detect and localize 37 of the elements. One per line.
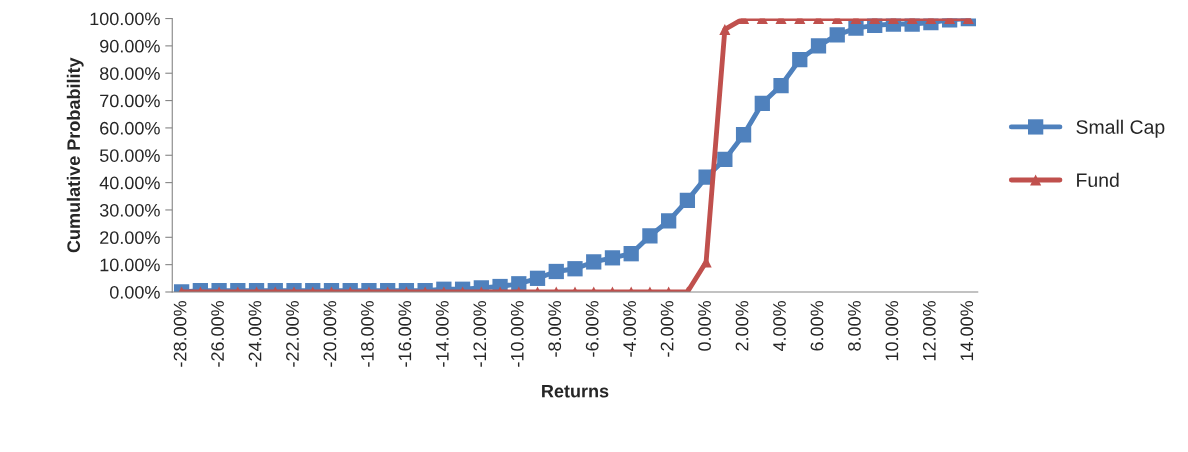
y-tick-label: 60.00% (100, 121, 160, 135)
x-tick-label: -20.00% (323, 300, 337, 367)
x-tick-label: 8.00% (848, 300, 861, 351)
y-tick-label: 80.00% (100, 67, 160, 80)
y-tick-label: 10.00% (100, 258, 160, 272)
y-tick-label: 30.00% (99, 203, 160, 217)
y-tick-label: 90.00% (100, 39, 160, 53)
x-tick-label: 14.00% (960, 300, 974, 361)
x-tick-label: -16.00% (398, 300, 412, 367)
legend-label: Small Cap (1076, 119, 1165, 138)
x-axis-title: Returns (542, 384, 609, 398)
x-tick-label: 6.00% (810, 300, 824, 351)
legend-label: Fund (1077, 172, 1119, 188)
x-tick-label: -4.00% (623, 300, 637, 357)
y-tick-label: 50.00% (99, 149, 160, 162)
x-tick-label: -8.00% (548, 300, 562, 357)
x-tick-label: -28.00% (173, 300, 187, 367)
x-tick-label: -22.00% (286, 300, 299, 367)
y-axis-title: Cumulative Probability (66, 57, 84, 253)
x-tick-label: -18.00% (361, 300, 374, 367)
x-tick-label: 4.00% (773, 300, 786, 352)
x-tick-label: -26.00% (211, 300, 224, 367)
y-tick-label: 100.00% (90, 12, 160, 26)
x-tick-label: 12.00% (922, 300, 936, 361)
y-tick-label: 70.00% (100, 94, 160, 108)
x-tick-label: 10.00% (885, 300, 899, 361)
x-tick-label: 2.00% (735, 300, 749, 351)
y-tick-label: 0.00% (109, 285, 160, 299)
x-tick-label: -12.00% (473, 300, 487, 367)
x-tick-label: -14.00% (435, 300, 449, 367)
x-tick-label: -6.00% (585, 300, 599, 357)
y-tick-label: 20.00% (100, 231, 160, 245)
x-tick-label: -2.00% (660, 300, 674, 357)
y-tick-label: 40.00% (99, 176, 160, 190)
x-tick-label: -24.00% (248, 300, 262, 367)
x-tick-label: 0.00% (698, 300, 711, 351)
x-tick-label: -10.00% (510, 300, 524, 367)
